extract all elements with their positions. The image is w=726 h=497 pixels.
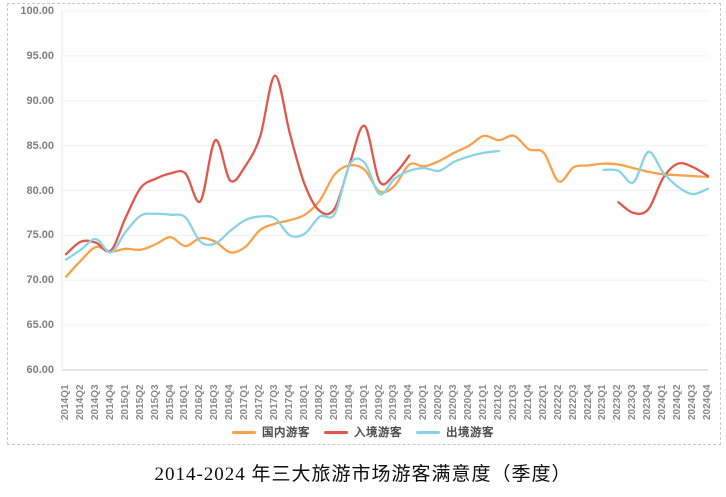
y-axis-tick-label: 85.00 [26, 139, 54, 152]
x-axis-tick-label: 2021Q3 [507, 384, 519, 420]
legend-line-swatch-inbound [324, 430, 348, 434]
series-line-inbound [617, 161, 710, 215]
legend-item-domestic: 国内游客 [232, 424, 310, 440]
x-axis-tick-label: 2019Q3 [388, 384, 400, 420]
y-axis-tick-label: 95.00 [26, 49, 54, 62]
x-axis-tick-label: 2017Q2 [254, 384, 266, 420]
x-axis-tick-label: 2015Q1 [119, 384, 131, 420]
y-axis-tick-label: 80.00 [26, 184, 54, 197]
x-axis-tick-label: 2014Q3 [89, 384, 101, 420]
legend-line-swatch-outbound [416, 430, 440, 434]
x-axis-tick-label: 2018Q3 [328, 384, 340, 420]
x-axis-tick-label: 2020Q3 [448, 384, 460, 420]
legend-item-inbound: 入境游客 [324, 424, 402, 440]
x-axis-tick-label: 2019Q1 [358, 384, 370, 420]
legend-line-swatch-domestic [232, 430, 256, 434]
x-axis-tick-label: 2015Q3 [149, 384, 161, 420]
x-axis-tick-label: 2023Q1 [597, 384, 609, 420]
x-axis-tick-label: 2020Q4 [463, 384, 475, 420]
x-axis-tick-label: 2020Q2 [433, 384, 445, 420]
x-axis-tick-label: 2024Q4 [702, 384, 713, 420]
legend-label-outbound: 出境游客 [446, 427, 494, 439]
x-axis-tick-label: 2017Q1 [239, 384, 251, 420]
x-axis-tick-label: 2017Q4 [283, 384, 295, 420]
series-line-domestic [64, 134, 710, 278]
x-axis-tick-label: 2022Q4 [582, 384, 594, 420]
legend-label-inbound: 入境游客 [354, 427, 402, 439]
x-axis-tick-label: 2024Q3 [687, 384, 699, 420]
x-axis-tick-label: 2019Q4 [403, 384, 415, 420]
y-axis-tick-label: 60.00 [26, 364, 54, 376]
x-axis-tick-label: 2022Q2 [552, 384, 564, 420]
x-axis-tick-label: 2018Q1 [298, 384, 310, 420]
x-axis-tick-label: 2020Q1 [418, 384, 430, 420]
chart-title: 2014-2024 年三大旅游市场游客满意度（季度） [154, 464, 572, 485]
x-axis-tick-label: 2018Q4 [343, 384, 355, 420]
chart-container[interactable] [7, 3, 721, 445]
x-axis-tick-label: 2014Q1 [60, 384, 71, 420]
x-axis-tick-label: 2015Q4 [164, 384, 176, 420]
x-axis-tick-label: 2019Q2 [373, 384, 385, 420]
x-axis-tick-label: 2014Q2 [74, 384, 86, 420]
x-axis-tick-label: 2015Q2 [134, 384, 146, 420]
x-axis-tick-label: 2016Q1 [179, 384, 191, 420]
x-axis-tick-label: 2021Q2 [492, 384, 504, 420]
x-axis-tick-label: 2016Q2 [194, 384, 206, 420]
x-axis-tick-label: 2017Q3 [269, 384, 281, 420]
y-axis-tick-label: 90.00 [26, 94, 54, 107]
x-axis-tick-label: 2016Q3 [209, 384, 221, 420]
series-line-outbound [64, 149, 501, 261]
y-axis-tick-label: 75.00 [26, 229, 54, 242]
x-axis-tick-label: 2021Q4 [522, 384, 534, 420]
chart-legend: 国内游客 入境游客 出境游客 [0, 424, 726, 440]
x-axis-tick-label: 2024Q2 [672, 384, 684, 420]
legend-label-domestic: 国内游客 [262, 427, 310, 439]
y-axis-tick-label: 65.00 [26, 319, 54, 332]
x-axis-tick-label: 2016Q4 [224, 384, 236, 420]
x-axis-tick-label: 2022Q3 [567, 384, 579, 420]
y-axis-tick-label: 70.00 [26, 274, 54, 287]
x-axis-tick-label: 2022Q1 [537, 384, 549, 420]
x-axis-tick-label: 2021Q1 [478, 384, 490, 420]
x-axis-tick-label: 2023Q2 [612, 384, 624, 420]
legend-item-outbound: 出境游客 [416, 424, 494, 440]
x-axis-tick-label: 2014Q4 [104, 384, 116, 420]
x-axis-tick-label: 2018Q2 [313, 384, 325, 420]
series-line-outbound [602, 150, 710, 196]
x-axis-tick-label: 2023Q3 [627, 384, 639, 420]
y-axis-tick-label: 100.00 [20, 5, 54, 17]
x-axis-tick-label: 2023Q4 [642, 384, 654, 420]
x-axis-tick-label: 2024Q1 [657, 384, 669, 420]
